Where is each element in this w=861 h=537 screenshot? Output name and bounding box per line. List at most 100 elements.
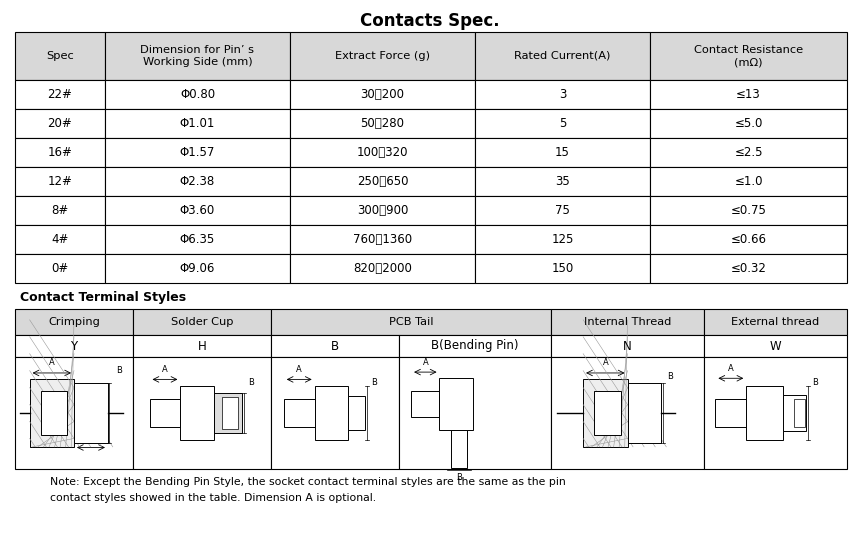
Text: Φ1.57: Φ1.57 [180,146,215,159]
Bar [105,225,290,254]
Bar [105,32,290,80]
Text: 8#: 8# [52,204,69,217]
Bar [475,32,650,80]
Bar [133,357,271,469]
Bar [475,167,650,196]
Text: Φ9.06: Φ9.06 [180,262,215,275]
Text: B: B [813,378,818,387]
Bar [399,335,551,357]
Bar [15,335,133,357]
Text: Dimension for Pin’ s
Working Side (mm): Dimension for Pin’ s Working Side (mm) [140,45,255,67]
Bar [475,254,650,283]
Bar [290,225,475,254]
Bar [746,386,783,440]
Bar [650,254,847,283]
Text: B: B [248,378,254,387]
Bar [290,254,475,283]
Bar [284,399,314,427]
Bar [412,391,439,417]
Text: 150: 150 [551,262,573,275]
Text: 15: 15 [555,146,570,159]
Text: Φ1.01: Φ1.01 [180,117,215,130]
Bar [475,138,650,167]
Text: Extract Force (g): Extract Force (g) [335,51,430,61]
Bar [704,335,847,357]
Bar [475,80,650,109]
Bar [40,391,67,434]
Bar [133,335,271,357]
Text: ≤13: ≤13 [736,88,761,101]
Text: B(Bending Pin): B(Bending Pin) [431,339,518,352]
Text: B: B [116,366,121,375]
Text: 22#: 22# [47,88,72,101]
Bar [15,80,105,109]
Bar [704,309,847,335]
Text: H: H [198,339,207,352]
Text: ≤0.66: ≤0.66 [730,233,766,246]
Bar [222,397,238,429]
Text: ≤0.32: ≤0.32 [731,262,766,275]
Bar [180,386,214,440]
Bar [15,225,105,254]
Text: 250～650: 250～650 [356,175,408,188]
Bar [628,383,661,442]
Bar [451,430,467,468]
Text: 4#: 4# [52,233,69,246]
Text: Solder Cup: Solder Cup [170,317,233,327]
Bar [133,309,271,335]
Bar [271,357,399,469]
Bar [15,309,133,335]
Text: Contact Resistance
(mΩ): Contact Resistance (mΩ) [694,45,803,67]
Bar [290,196,475,225]
Text: 3: 3 [559,88,567,101]
Text: 75: 75 [555,204,570,217]
Bar [105,254,290,283]
Text: A: A [728,364,734,373]
Bar [551,309,704,335]
Text: Contact Terminal Styles: Contact Terminal Styles [20,291,186,304]
Bar [74,383,108,442]
Bar [150,399,180,427]
Bar [475,225,650,254]
Text: Spec: Spec [46,51,74,61]
Text: Φ3.60: Φ3.60 [180,204,215,217]
Text: 125: 125 [551,233,573,246]
Text: 16#: 16# [47,146,72,159]
Text: 300～900: 300～900 [356,204,408,217]
Bar [650,32,847,80]
Text: A: A [296,365,302,374]
Bar [290,109,475,138]
Bar [475,196,650,225]
Bar [15,109,105,138]
Text: External thread: External thread [731,317,820,327]
Bar [650,109,847,138]
Text: A: A [423,358,428,367]
Text: 0#: 0# [52,262,69,275]
Text: ≤0.75: ≤0.75 [731,204,766,217]
Bar [290,138,475,167]
Bar [348,396,365,430]
Text: 760～1360: 760～1360 [353,233,412,246]
Text: B: B [331,339,339,352]
Text: Contacts Spec.: Contacts Spec. [360,12,500,30]
Bar [290,80,475,109]
Text: A: A [49,358,55,367]
Text: Note: Except the Bending Pin Style, the socket contact terminal styles are the s: Note: Except the Bending Pin Style, the … [50,477,566,487]
Text: N: N [623,339,632,352]
Bar [105,196,290,225]
Text: 100～320: 100～320 [356,146,408,159]
Text: 50～280: 50～280 [361,117,405,130]
Bar [15,138,105,167]
Text: Crimping: Crimping [48,317,100,327]
Text: ≤2.5: ≤2.5 [734,146,763,159]
Bar [795,398,805,427]
Text: 820～2000: 820～2000 [353,262,412,275]
Text: Internal Thread: Internal Thread [584,317,672,327]
Bar [650,167,847,196]
Text: B: B [667,372,673,381]
Bar [650,225,847,254]
Bar [271,335,399,357]
Bar [594,391,621,434]
Bar [214,394,242,433]
Text: contact styles showed in the table. Dimension A is optional.: contact styles showed in the table. Dime… [50,493,376,503]
